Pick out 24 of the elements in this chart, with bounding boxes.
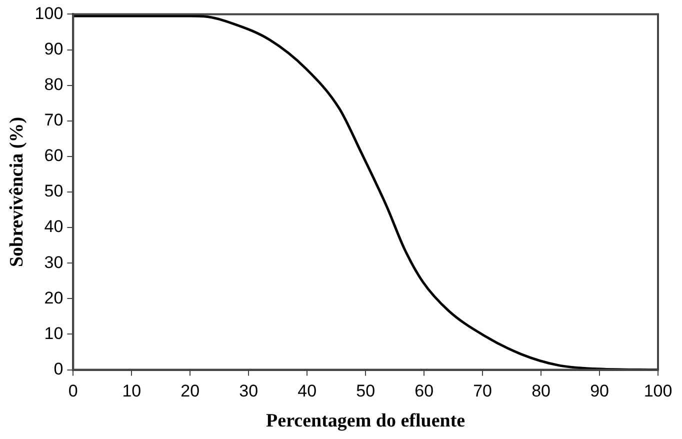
y-tick-label: 50	[44, 182, 64, 201]
x-tick-label: 40	[298, 382, 317, 401]
y-axis-title: Sobrevivência (%)	[6, 116, 28, 268]
y-tick-label: 90	[44, 39, 64, 58]
x-tick-label: 50	[356, 382, 376, 401]
y-tick-label: 40	[44, 217, 64, 236]
x-tick-label: 0	[68, 382, 78, 401]
y-tick-label: 60	[44, 146, 64, 166]
x-tick-label: 90	[590, 382, 609, 401]
x-tick-label: 30	[239, 382, 258, 401]
y-tick-label: 100	[34, 4, 64, 23]
y-tick-label: 10	[44, 324, 64, 343]
y-tick-label: 0	[54, 359, 64, 378]
x-tick-label: 80	[532, 382, 550, 401]
x-tick-label: 100	[644, 382, 672, 401]
x-axis-title: Percentagem do efluente	[266, 410, 466, 432]
y-tick-label: 30	[44, 252, 64, 272]
x-tick-label: 20	[180, 382, 200, 401]
x-tick-label: 10	[122, 382, 142, 401]
y-tick-label: 80	[44, 75, 64, 94]
y-tick-label: 20	[44, 288, 64, 308]
y-tick-label: 70	[44, 110, 64, 130]
x-tick-label: 60	[414, 382, 434, 401]
x-tick-label: 70	[473, 382, 492, 401]
